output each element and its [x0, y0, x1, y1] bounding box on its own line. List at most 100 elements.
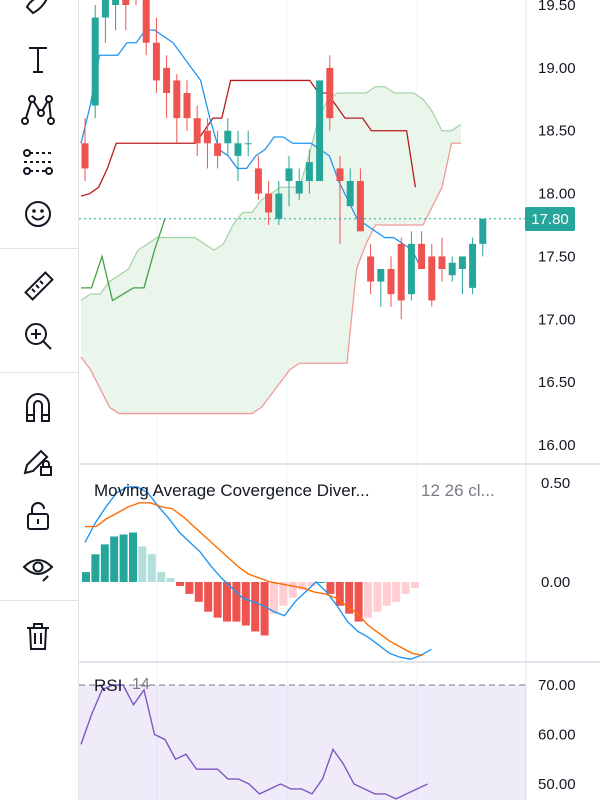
- macd-histogram-bar: [392, 582, 401, 602]
- candle-body: [356, 181, 364, 232]
- ichimoku-conversion-line: [80, 29, 422, 270]
- macd-histogram-bar: [335, 582, 344, 606]
- macd-histogram-bar: [82, 572, 90, 582]
- chart-area[interactable]: 19.50 19.00 18.50 18.00 17.50 17.00 16.50 16.00…: [79, 0, 600, 800]
- macd-histogram-bar: [270, 582, 278, 614]
- prediction-icon[interactable]: [14, 142, 62, 182]
- macd-params[interactable]: 12 26 cl...: [421, 481, 495, 500]
- macd-histogram-bar: [317, 582, 325, 583]
- rsi-tick-label: 50.00: [538, 776, 576, 793]
- candle-body: [254, 168, 262, 194]
- candle-body: [244, 143, 252, 145]
- macd-histogram-bar: [401, 582, 410, 594]
- magnet-icon[interactable]: [14, 388, 62, 428]
- brush-icon[interactable]: [14, 0, 62, 28]
- macd-histogram-bar: [364, 582, 372, 618]
- candle-body: [326, 67, 334, 119]
- candle-body: [428, 256, 436, 301]
- macd-histogram-bar: [382, 582, 391, 606]
- macd-histogram-bar: [288, 582, 297, 598]
- candle-body: [275, 193, 283, 219]
- macd-histogram-bar: [411, 582, 419, 588]
- toolbar-divider: [0, 372, 78, 373]
- candle-body: [377, 269, 385, 282]
- price-tick-label: 19.50: [538, 0, 576, 14]
- macd-histogram-bar: [204, 582, 213, 612]
- text-icon[interactable]: [14, 39, 62, 79]
- candle-body: [397, 243, 405, 301]
- macd-tick-label: 0.00: [541, 574, 570, 591]
- macd-histogram-bar: [100, 544, 109, 582]
- candle-body: [469, 243, 477, 288]
- candle-body: [112, 0, 120, 5]
- macd-histogram-bar: [232, 582, 241, 622]
- macd-histogram-bar: [194, 582, 203, 602]
- macd-title[interactable]: Moving Average Covergence Diver...: [94, 481, 370, 500]
- macd-line: [84, 486, 432, 660]
- candle-body: [387, 269, 395, 295]
- candle-body: [91, 17, 99, 106]
- macd-histogram-bar: [354, 582, 363, 622]
- macd-histogram-bar: [307, 582, 316, 586]
- macd-histogram-bar: [157, 572, 166, 582]
- trash-icon[interactable]: [14, 616, 62, 656]
- emoji-icon[interactable]: [14, 194, 62, 234]
- macd-histogram-bar: [326, 582, 335, 594]
- macd-histogram-bar: [251, 582, 260, 632]
- macd-histogram-bar: [91, 554, 100, 582]
- macd-histogram-bar: [185, 582, 194, 594]
- rsi-title[interactable]: RSI: [94, 676, 123, 695]
- candle-body: [224, 130, 232, 144]
- macd-histogram-bar: [373, 582, 382, 612]
- candle-body: [234, 143, 242, 156]
- unlock-icon[interactable]: [14, 496, 62, 536]
- candle-body: [203, 130, 211, 144]
- candle-body: [336, 168, 344, 181]
- chart-canvas[interactable]: 19.50 19.00 18.50 18.00 17.50 17.00 16.50 16.00…: [79, 0, 600, 800]
- candle-body: [214, 143, 222, 156]
- ruler-icon[interactable]: [14, 266, 62, 306]
- candle-body: [163, 67, 171, 93]
- candle-body: [285, 168, 293, 181]
- pattern-icon[interactable]: [14, 90, 62, 130]
- lock-drawing-pencil-icon[interactable]: [14, 442, 62, 482]
- toolbar-divider: [0, 600, 78, 601]
- candle-body: [479, 218, 487, 244]
- candle-body: [316, 80, 324, 181]
- price-tick-label: 19.00: [538, 60, 576, 77]
- last-price-label: 17.80: [525, 207, 575, 231]
- macd-histogram-bar: [147, 554, 156, 582]
- rsi-tick-label: 70.00: [538, 677, 576, 694]
- candle-body: [346, 181, 354, 207]
- macd-histogram-bar: [213, 582, 222, 618]
- candle-body: [448, 262, 456, 276]
- candle-body: [367, 256, 375, 282]
- toolbar-divider: [0, 248, 78, 249]
- macd-histogram-bar: [138, 546, 147, 582]
- drawing-toolbar: [0, 0, 79, 800]
- candle-body: [305, 162, 313, 181]
- candle-body: [418, 243, 426, 269]
- macd-histogram-bar: [345, 582, 354, 614]
- rsi-params[interactable]: 14: [132, 676, 150, 693]
- eye-icon[interactable]: [14, 548, 62, 588]
- macd-histogram-bar: [223, 582, 231, 622]
- candle-body: [101, 0, 109, 18]
- zoom-in-icon[interactable]: [14, 316, 62, 356]
- price-tick-label: 17.00: [538, 311, 576, 328]
- ichimoku-cloud: [81, 86, 461, 414]
- candle-body: [458, 256, 466, 269]
- rsi-band: [79, 685, 526, 800]
- macd-histogram-bar: [279, 582, 288, 606]
- candle-body: [152, 42, 160, 81]
- candle-body: [407, 243, 415, 295]
- price-tick-label: 16.50: [538, 374, 576, 391]
- candle-body: [81, 143, 89, 169]
- candle-body: [438, 256, 446, 269]
- price-tick-label: 18.00: [538, 186, 576, 203]
- candle-body: [142, 0, 150, 43]
- candle-body: [295, 181, 303, 194]
- macd-histogram-bar: [260, 582, 269, 636]
- ichimoku-leading-span-b: [80, 142, 461, 415]
- macd-tick-label: 0.50: [541, 475, 570, 492]
